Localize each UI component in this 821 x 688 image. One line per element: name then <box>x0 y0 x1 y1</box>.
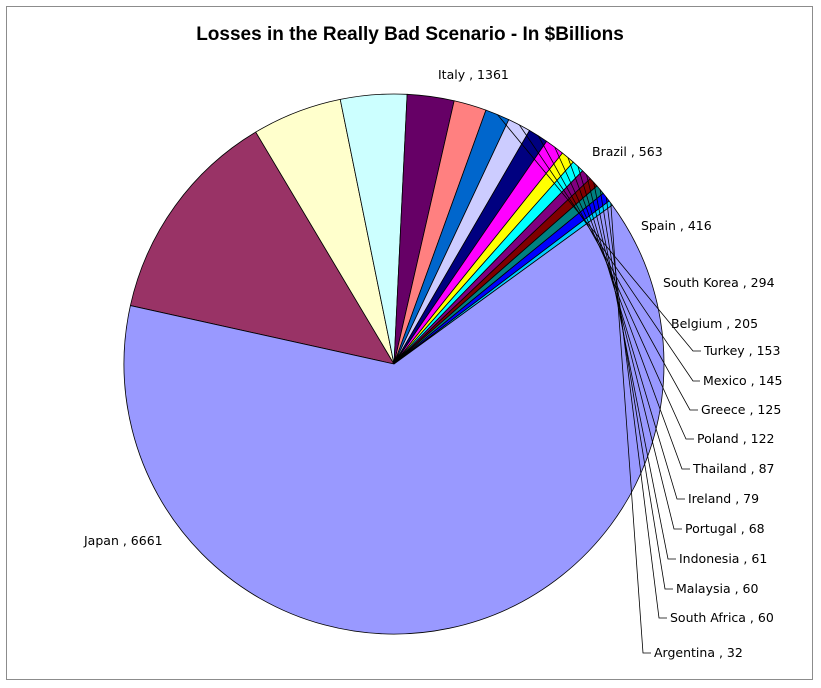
data-label-spain: Spain , 416 <box>641 218 712 233</box>
data-label-brazil: Brazil , 563 <box>592 144 663 159</box>
leader-line-greece <box>537 135 698 411</box>
leader-line-ireland <box>577 166 685 500</box>
leader-line-turkey <box>497 114 701 352</box>
leader-line-argentina <box>610 202 651 654</box>
leader-line-south-africa <box>605 197 667 619</box>
data-label-ireland: Ireland , 79 <box>688 491 759 506</box>
chart-title: Losses in the Really Bad Scenario - In $… <box>196 24 624 45</box>
data-label-japan: Japan , 6661 <box>83 533 163 548</box>
pie-slice-japan <box>123 204 665 635</box>
data-label-belgium: Belgium , 205 <box>671 316 758 331</box>
data-label-italy: Italy , 1361 <box>438 67 509 82</box>
data-label-south-africa: South Africa , 60 <box>670 610 774 625</box>
data-label-south-korea: South Korea , 294 <box>663 275 775 290</box>
data-label-turkey: Turkey , 153 <box>703 343 780 358</box>
data-label-greece: Greece , 125 <box>701 402 781 417</box>
data-label-mexico: Mexico , 145 <box>703 373 782 388</box>
data-label-portugal: Portugal , 68 <box>685 521 765 536</box>
data-label-indonesia: Indonesia , 61 <box>679 551 767 566</box>
leader-line-mexico <box>518 124 700 382</box>
data-label-poland: Poland , 122 <box>697 431 775 446</box>
data-label-malaysia: Malaysia , 60 <box>676 581 758 596</box>
pie-slice-italy <box>130 131 395 365</box>
leader-line-poland <box>554 146 694 440</box>
data-label-argentina: Argentina , 32 <box>654 645 743 660</box>
data-label-thailand: Thailand , 87 <box>692 461 775 476</box>
